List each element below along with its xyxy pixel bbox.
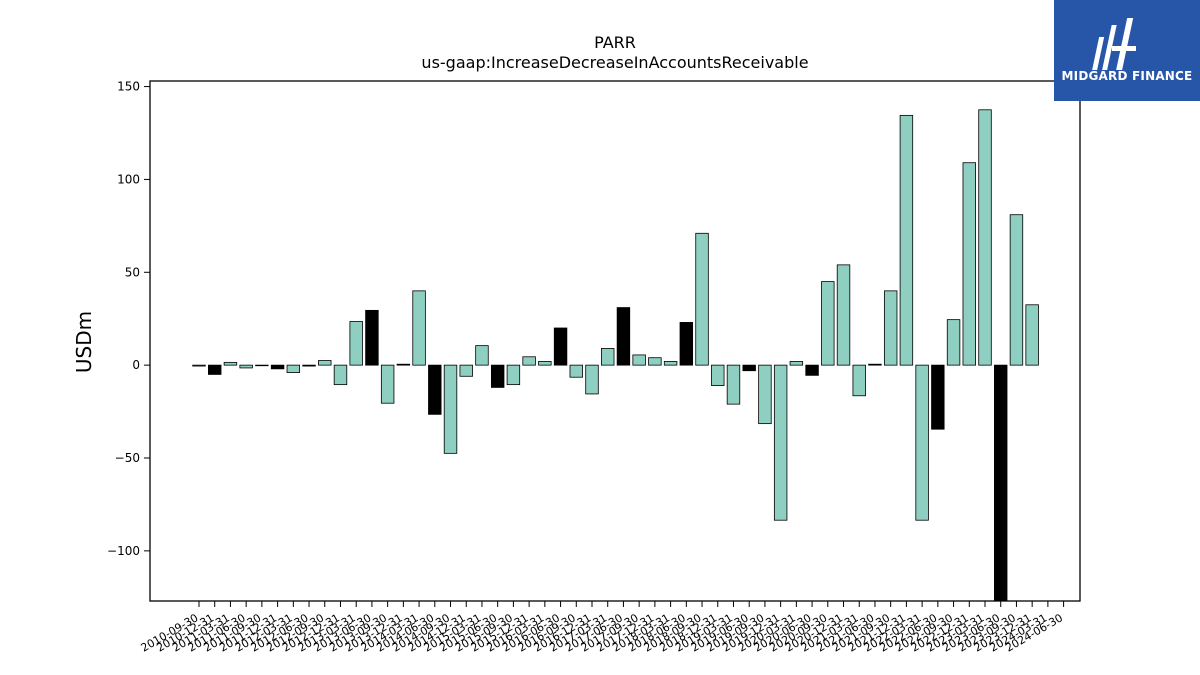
bar-2017-09-30: [632, 354, 646, 366]
bar-2011-03-31: [223, 361, 238, 366]
bar-2023-09-30: [1009, 214, 1024, 366]
bar-2014-09-30: [443, 364, 458, 454]
bar-2015-06-30: [490, 364, 505, 388]
bar-2012-09-30: [318, 360, 332, 366]
y-axis-label: USDm: [72, 310, 96, 374]
logo-mark-icon: [1092, 18, 1136, 70]
bar-2016-06-30: [553, 327, 568, 366]
bar-2020-09-30: [821, 281, 835, 366]
bar-2012-06-30: [302, 364, 316, 367]
bar-2021-12-31: [899, 114, 914, 366]
bar-2016-03-31: [538, 361, 552, 366]
bar-2012-03-31: [286, 364, 301, 373]
chart-title: PARR: [594, 33, 636, 52]
bar-2011-06-30: [239, 364, 253, 369]
bar-2018-09-30: [695, 232, 709, 366]
chart-subtitle: us-gaap:IncreaseDecreaseInAccountsReceiv…: [421, 53, 809, 72]
bar-2017-06-30: [616, 307, 631, 366]
bar-2017-12-31: [648, 357, 662, 366]
bar-2013-06-30: [365, 309, 379, 366]
bar-2011-09-30: [255, 364, 269, 367]
bar-2019-09-30: [758, 364, 772, 425]
bar-2019-06-30: [742, 364, 756, 372]
bar-2023-03-31: [978, 109, 992, 366]
bar-2021-09-30: [883, 290, 898, 366]
bar-2010-12-31: [208, 364, 222, 375]
bar-2014-03-31: [412, 290, 426, 366]
bar-2018-06-30: [679, 322, 694, 366]
bars-group: [192, 109, 1039, 602]
bar-2013-09-30: [380, 364, 395, 404]
bar-2016-09-30: [569, 364, 583, 378]
bar-2013-12-31: [396, 363, 411, 366]
brand-logo: MIDGARD FINANCE: [1054, 0, 1200, 101]
x-axis: 2010-09-302010-12-312011-03-312011-06-30…: [139, 601, 1065, 655]
bar-2014-12-31: [459, 364, 473, 377]
bar-2017-03-31: [601, 348, 615, 366]
bar-2018-03-31: [663, 361, 678, 366]
y-axis: −100 −50 0 50 100 150: [107, 80, 150, 558]
logo-text: MIDGARD FINANCE: [1061, 69, 1193, 83]
bar-2022-03-31: [915, 364, 929, 521]
bar-2022-09-30: [946, 319, 961, 366]
bar-2021-03-31: [852, 364, 866, 397]
y-tick-label: 150: [117, 80, 140, 94]
bar-2010-09-30: [192, 364, 206, 367]
bar-2020-06-30: [805, 364, 819, 376]
bar-2013-03-31: [349, 321, 363, 366]
bar-2015-09-30: [506, 364, 521, 386]
bar-2020-03-31: [789, 361, 804, 366]
bar-2020-12-31: [836, 264, 851, 366]
y-tick-label: 100: [117, 172, 140, 186]
bar-2022-06-30: [931, 364, 945, 430]
bar-2019-12-31: [773, 364, 788, 521]
bar-2015-12-31: [522, 356, 536, 366]
bar-2018-12-31: [711, 364, 725, 386]
y-tick-label: −100: [107, 544, 140, 558]
bar-2023-06-30: [994, 364, 1008, 602]
bar-2019-03-31: [726, 364, 741, 405]
bar-2016-12-31: [585, 364, 599, 395]
bar-2014-06-30: [428, 364, 442, 415]
bar-2012-12-31: [333, 364, 348, 386]
y-tick-label: 50: [125, 265, 140, 279]
bar-2022-12-31: [962, 162, 976, 366]
plot-frame: [149, 80, 1081, 602]
bar-2011-12-31: [270, 364, 285, 370]
y-tick-label: 0: [132, 358, 140, 372]
bar-2023-12-31: [1025, 304, 1039, 366]
y-tick-label: −50: [115, 451, 140, 465]
bar-2021-06-30: [868, 363, 882, 366]
bar-2015-03-31: [475, 345, 489, 366]
